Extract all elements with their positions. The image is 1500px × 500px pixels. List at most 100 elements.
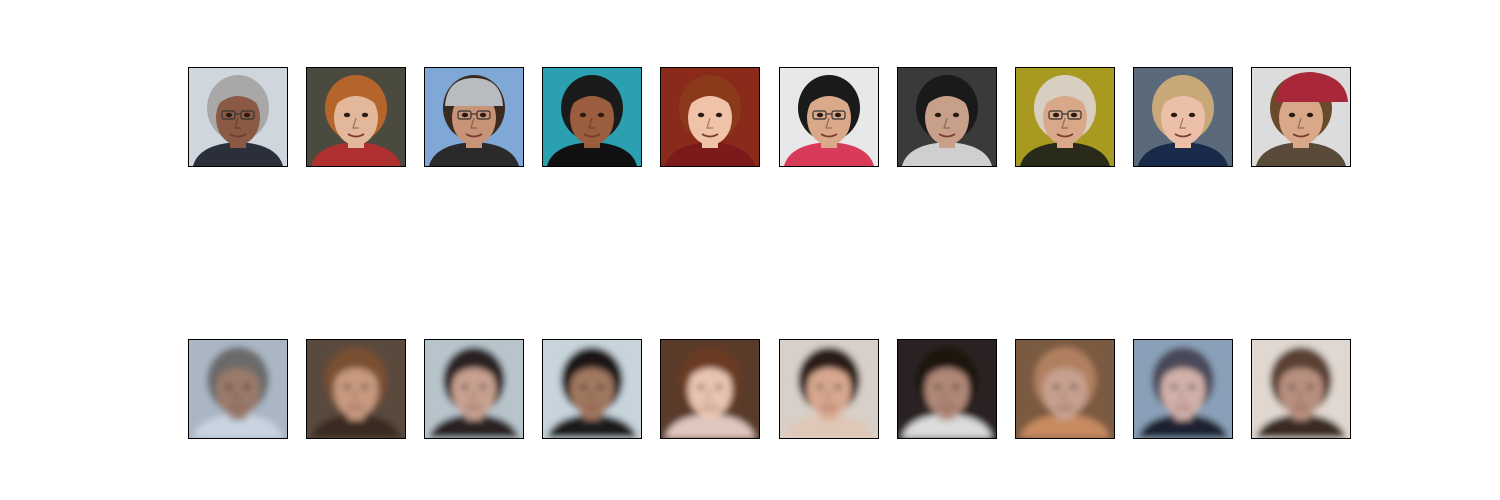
neck — [230, 410, 246, 420]
left-eye — [1288, 112, 1296, 118]
face — [807, 91, 851, 145]
shoulders — [311, 414, 401, 438]
glasses-left-lens — [1048, 110, 1063, 120]
left-eye — [697, 384, 705, 390]
shoulders — [1138, 414, 1228, 438]
original-face-image-1 — [188, 67, 288, 167]
nose — [588, 117, 595, 129]
original-face-image-9 — [1133, 67, 1233, 167]
nose — [588, 389, 595, 401]
nose — [1179, 117, 1186, 129]
mouth — [465, 405, 483, 410]
original-face-image-6 — [779, 67, 879, 167]
hair-fringe — [334, 86, 378, 106]
right-eye — [1306, 112, 1314, 118]
reconstructed-face-image-2 — [306, 339, 406, 439]
left-eye — [697, 112, 705, 118]
neck — [466, 410, 482, 420]
reconstructed-face-image-4 — [542, 339, 642, 439]
nose — [943, 117, 950, 129]
hair-fringe — [688, 358, 732, 378]
hair-fringe — [216, 358, 260, 378]
right-eye — [952, 112, 960, 118]
shoulders — [784, 414, 874, 438]
original-face-image-10 — [1251, 67, 1351, 167]
neck — [1293, 138, 1309, 148]
shoulders — [547, 142, 637, 166]
right-eye — [1070, 112, 1078, 118]
right-eye — [243, 112, 251, 118]
neck — [939, 138, 955, 148]
mouth — [1056, 133, 1074, 138]
glasses-right-lens — [1067, 110, 1082, 120]
face — [1043, 91, 1087, 145]
shoulders — [1020, 414, 1110, 438]
left-eye — [1170, 112, 1178, 118]
nose — [352, 117, 359, 129]
right-eye — [834, 112, 842, 118]
original-face-image-3 — [424, 67, 524, 167]
nose — [943, 389, 950, 401]
beanie — [1276, 72, 1348, 102]
face — [688, 91, 732, 145]
left-eye — [934, 384, 942, 390]
mouth — [820, 133, 838, 138]
reconstructed-face-image-6 — [779, 339, 879, 439]
shoulders — [1138, 142, 1228, 166]
mouth — [701, 133, 719, 138]
original-face-image-8 — [1015, 67, 1115, 167]
left-eye — [225, 112, 233, 118]
nose — [1061, 389, 1068, 401]
mouth — [938, 133, 956, 138]
left-eye — [579, 384, 587, 390]
right-eye — [479, 112, 487, 118]
reconstructed-face-image-7 — [897, 339, 997, 439]
right-eye — [1188, 384, 1196, 390]
neck — [939, 410, 955, 420]
shoulders — [665, 142, 755, 166]
mouth — [583, 133, 601, 138]
shoulders — [902, 414, 992, 438]
mouth — [1292, 405, 1310, 410]
hair-fringe — [1279, 358, 1323, 378]
right-eye — [597, 112, 605, 118]
nose — [1179, 389, 1186, 401]
shoulders — [784, 142, 874, 166]
hair-fringe — [688, 86, 732, 106]
shoulders — [1020, 142, 1110, 166]
face — [216, 91, 260, 145]
neck — [821, 138, 837, 148]
right-eye — [361, 112, 369, 118]
shoulders — [547, 414, 637, 438]
original-face-image-4 — [542, 67, 642, 167]
left-eye — [1288, 384, 1296, 390]
nose — [470, 389, 477, 401]
nose — [1061, 117, 1068, 129]
mouth — [1174, 405, 1192, 410]
glasses-left-lens — [457, 110, 472, 120]
reconstructed-face-image-9 — [1133, 339, 1233, 439]
left-eye — [461, 112, 469, 118]
face — [1161, 91, 1205, 145]
original-face-image-2 — [306, 67, 406, 167]
shoulders — [429, 414, 519, 438]
nose — [1297, 117, 1304, 129]
hair-fringe — [452, 358, 496, 378]
mouth — [229, 133, 247, 138]
right-eye — [715, 112, 723, 118]
shoulders — [193, 142, 283, 166]
shoulders — [902, 142, 992, 166]
mouth — [347, 405, 365, 410]
left-eye — [225, 384, 233, 390]
shoulders — [193, 414, 283, 438]
right-eye — [715, 384, 723, 390]
neck — [702, 138, 718, 148]
right-eye — [479, 384, 487, 390]
glasses-left-lens — [221, 110, 236, 120]
original-face-image-7 — [897, 67, 997, 167]
glasses-left-lens — [812, 110, 827, 120]
mouth — [1292, 133, 1310, 138]
glasses-right-lens — [476, 110, 491, 120]
left-eye — [343, 112, 351, 118]
left-eye — [1052, 384, 1060, 390]
